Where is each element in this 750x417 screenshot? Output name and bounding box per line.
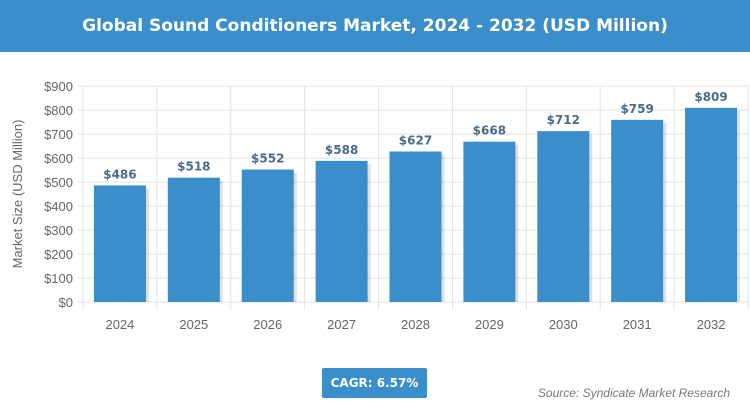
bar bbox=[241, 169, 294, 302]
y-tick-label: $700 bbox=[44, 127, 73, 142]
chart-title: Global Sound Conditioners Market, 2024 -… bbox=[0, 0, 750, 52]
data-label: $518 bbox=[177, 160, 210, 174]
bar bbox=[389, 151, 442, 302]
bar bbox=[611, 119, 664, 302]
data-label: $712 bbox=[547, 113, 580, 127]
x-tick-label: 2031 bbox=[623, 317, 652, 332]
x-tick-label: 2028 bbox=[401, 317, 430, 332]
x-tick-label: 2024 bbox=[105, 317, 134, 332]
bar bbox=[537, 131, 590, 302]
bar bbox=[167, 177, 220, 302]
y-tick-label: $0 bbox=[59, 295, 73, 310]
bar bbox=[463, 141, 516, 302]
bar bbox=[93, 185, 146, 302]
y-tick-label: $800 bbox=[44, 103, 73, 118]
y-tick-label: $100 bbox=[44, 271, 73, 286]
x-tick-label: 2032 bbox=[697, 317, 726, 332]
y-tick-label: $400 bbox=[44, 199, 73, 214]
x-tick-label: 2030 bbox=[549, 317, 578, 332]
y-tick-label: $200 bbox=[44, 247, 73, 262]
source-note: Source: Syndicate Market Research bbox=[537, 386, 730, 400]
data-label: $552 bbox=[251, 152, 284, 166]
data-label: $486 bbox=[103, 167, 136, 181]
y-tick-label: $300 bbox=[44, 223, 73, 238]
data-label: $588 bbox=[325, 143, 358, 157]
y-axis-label: Market Size (USD Million) bbox=[10, 120, 25, 269]
data-label: $668 bbox=[473, 124, 506, 138]
bar-chart: $0 $100 $200 $300 $400 $500 $600 $700 $800 $900 $… bbox=[10, 79, 749, 332]
data-label: $809 bbox=[694, 90, 727, 104]
x-tick-label: 2029 bbox=[475, 317, 504, 332]
y-tick-label: $900 bbox=[44, 79, 73, 94]
y-tick-label: $600 bbox=[44, 151, 73, 166]
bar bbox=[315, 160, 368, 302]
x-tick-label: 2026 bbox=[253, 317, 282, 332]
bar bbox=[685, 107, 738, 302]
y-tick-label: $500 bbox=[44, 175, 73, 190]
x-tick-label: 2025 bbox=[179, 317, 208, 332]
data-label: $627 bbox=[399, 134, 432, 148]
x-tick-label: 2027 bbox=[327, 317, 356, 332]
data-label: $759 bbox=[620, 102, 653, 116]
cagr-badge: CAGR: 6.57% bbox=[322, 368, 427, 398]
